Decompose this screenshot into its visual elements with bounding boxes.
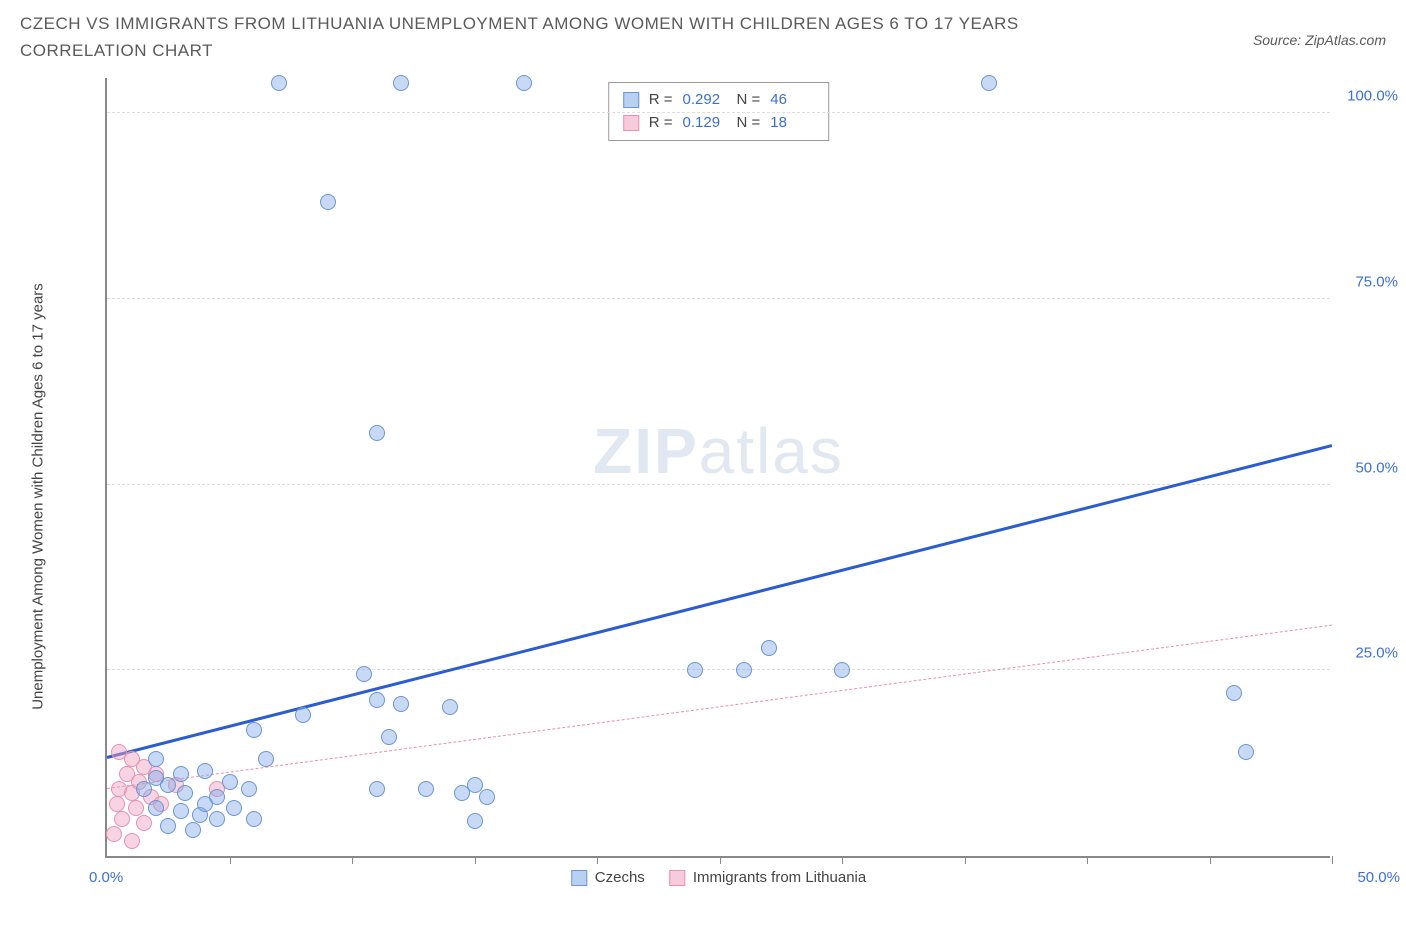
x-tick-label-max: 50.0% — [1357, 869, 1400, 886]
data-point — [148, 751, 164, 767]
data-point — [687, 662, 703, 678]
gridline — [107, 112, 1330, 113]
gridline — [107, 484, 1330, 485]
data-point — [369, 781, 385, 797]
n-value-czechs: 46 — [770, 89, 814, 112]
legend-label-czechs: Czechs — [595, 869, 645, 886]
data-point — [369, 692, 385, 708]
data-point — [246, 811, 262, 827]
data-point — [393, 696, 409, 712]
watermark-zip: ZIP — [593, 415, 699, 487]
x-tick — [1332, 856, 1333, 864]
swatch-czechs — [623, 92, 639, 108]
watermark: ZIPatlas — [593, 414, 844, 488]
legend-swatch-lithuania — [669, 870, 685, 886]
stats-row-czechs: R = 0.292 N = 46 — [623, 89, 815, 112]
x-tick — [230, 856, 231, 864]
x-tick — [352, 856, 353, 864]
data-point — [418, 781, 434, 797]
legend-item-lithuania: Immigrants from Lithuania — [669, 869, 866, 886]
data-point — [128, 800, 144, 816]
data-point — [393, 75, 409, 91]
y-axis-label: Unemployment Among Women with Children A… — [30, 283, 47, 710]
data-point — [148, 800, 164, 816]
data-point — [761, 640, 777, 656]
data-point — [834, 662, 850, 678]
chart-header: CZECH VS IMMIGRANTS FROM LITHUANIA UNEMP… — [0, 0, 1406, 64]
data-point — [197, 763, 213, 779]
legend-label-lithuania: Immigrants from Lithuania — [693, 869, 866, 886]
data-point — [197, 796, 213, 812]
swatch-lithuania — [623, 115, 639, 131]
x-tick — [720, 856, 721, 864]
gridline — [107, 669, 1330, 670]
trend-line — [107, 625, 1332, 789]
data-point — [356, 666, 372, 682]
data-point — [381, 729, 397, 745]
data-point — [271, 75, 287, 91]
watermark-atlas: atlas — [699, 415, 844, 487]
data-point — [222, 774, 238, 790]
data-point — [173, 803, 189, 819]
data-point — [124, 833, 140, 849]
plot-area: ZIPatlas R = 0.292 N = 46 R = 0.129 N = … — [105, 78, 1330, 858]
data-point — [295, 707, 311, 723]
n-label: N = — [737, 89, 761, 112]
r-value-czechs: 0.292 — [683, 89, 727, 112]
legend-swatch-czechs — [571, 870, 587, 886]
x-tick — [475, 856, 476, 864]
x-tick — [965, 856, 966, 864]
x-tick-label-min: 0.0% — [89, 869, 123, 886]
data-point — [442, 699, 458, 715]
r-value-lithuania: 0.129 — [683, 112, 727, 135]
data-point — [1226, 685, 1242, 701]
data-point — [136, 815, 152, 831]
data-point — [736, 662, 752, 678]
data-point — [109, 796, 125, 812]
data-point — [479, 789, 495, 805]
data-point — [1238, 744, 1254, 760]
data-point — [369, 425, 385, 441]
data-point — [209, 811, 225, 827]
data-point — [241, 781, 257, 797]
data-point — [148, 770, 164, 786]
data-point — [258, 751, 274, 767]
chart-title: CZECH VS IMMIGRANTS FROM LITHUANIA UNEMP… — [20, 10, 1120, 64]
data-point — [467, 777, 483, 793]
n-label: N = — [737, 112, 761, 135]
chart-source: Source: ZipAtlas.com — [1253, 32, 1386, 48]
data-point — [106, 826, 122, 842]
x-tick — [842, 856, 843, 864]
data-point — [516, 75, 532, 91]
data-point — [467, 813, 483, 829]
trend-line — [107, 444, 1333, 759]
data-point — [160, 818, 176, 834]
data-point — [226, 800, 242, 816]
legend-item-czechs: Czechs — [571, 869, 645, 886]
chart-container: Unemployment Among Women with Children A… — [50, 78, 1386, 898]
gridline — [107, 298, 1330, 299]
data-point — [246, 722, 262, 738]
y-tick-label: 75.0% — [1355, 273, 1398, 290]
data-point — [177, 785, 193, 801]
data-point — [320, 194, 336, 210]
n-value-lithuania: 18 — [770, 112, 814, 135]
x-tick — [597, 856, 598, 864]
y-tick-label: 25.0% — [1355, 645, 1398, 662]
y-tick-label: 100.0% — [1347, 88, 1398, 105]
data-point — [114, 811, 130, 827]
data-point — [981, 75, 997, 91]
r-label: R = — [649, 112, 673, 135]
data-point — [173, 766, 189, 782]
stats-row-lithuania: R = 0.129 N = 18 — [623, 112, 815, 135]
x-tick — [1210, 856, 1211, 864]
y-tick-label: 50.0% — [1355, 459, 1398, 476]
bottom-legend: Czechs Immigrants from Lithuania — [571, 869, 866, 886]
r-label: R = — [649, 89, 673, 112]
x-tick — [1087, 856, 1088, 864]
data-point — [185, 822, 201, 838]
